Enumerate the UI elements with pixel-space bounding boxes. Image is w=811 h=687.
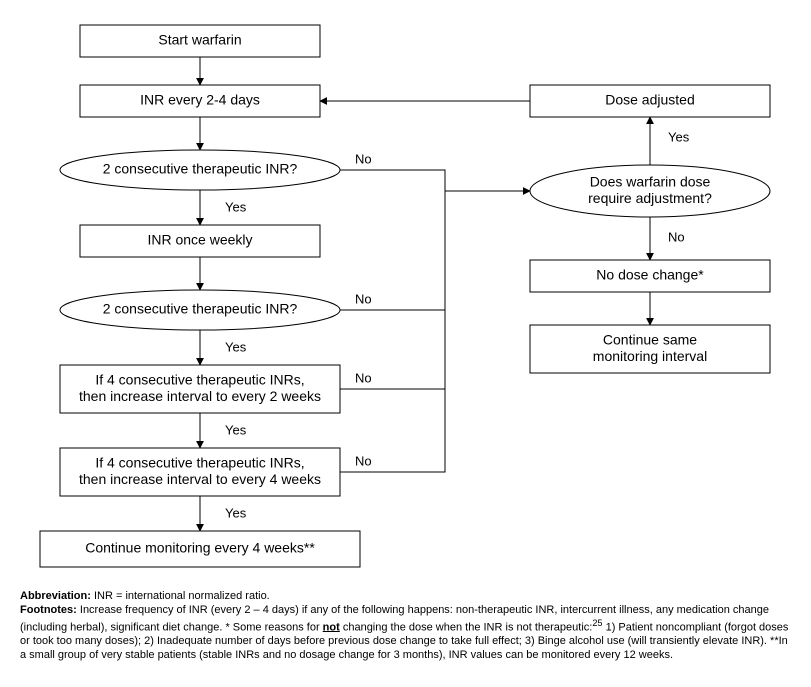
node-text: INR once weekly <box>147 232 252 248</box>
node-text: Dose adjusted <box>605 92 695 108</box>
node-text: require adjustment? <box>588 190 712 206</box>
node-text: INR every 2-4 days <box>140 92 260 108</box>
node-text: 2 consecutive therapeutic INR? <box>103 161 298 177</box>
node-if4a: If 4 consecutive therapeutic INRs,then i… <box>60 365 340 413</box>
edge-label: Yes <box>225 339 247 354</box>
edge-label: No <box>355 151 372 166</box>
edge-label: No <box>355 291 372 306</box>
foot-not: not <box>323 621 340 633</box>
node-text: Continue monitoring every 4 weeks** <box>85 540 315 556</box>
node-text: No dose change* <box>596 267 704 283</box>
node-text: then increase interval to every 4 weeks <box>79 471 321 487</box>
nodes: Start warfarin INR every 2-4 days 2 consec… <box>40 25 770 567</box>
node-text: then increase interval to every 2 weeks <box>79 388 321 404</box>
edge <box>340 191 445 472</box>
node-doseadj: Dose adjusted <box>530 85 770 117</box>
edge-label: No <box>355 453 372 468</box>
node-text: Continue same <box>603 332 697 348</box>
edge-label: Yes <box>225 422 247 437</box>
edge <box>340 191 445 389</box>
node-text: If 4 consecutive therapeutic INRs, <box>95 455 304 471</box>
node-cont4w: Continue monitoring every 4 weeks** <box>40 531 360 567</box>
node-text: monitoring interval <box>593 348 707 364</box>
edge-label: No <box>355 370 372 385</box>
flowchart: Yes Yes Yes Yes No No No No Yes No Start warfarin I… <box>20 20 811 590</box>
node-qadj: Does warfarin doserequire adjustment? <box>530 165 770 217</box>
node-q2: 2 consecutive therapeutic INR? <box>60 290 340 330</box>
node-text: 2 consecutive therapeutic INR? <box>103 301 298 317</box>
node-contsame: Continue samemonitoring interval <box>530 325 770 373</box>
footnotes: Abbreviation: INR = international normal… <box>20 590 791 662</box>
node-text: Start warfarin <box>158 32 241 48</box>
edge-label: Yes <box>225 199 247 214</box>
node-nochange: No dose change* <box>530 260 770 292</box>
edge-label: No <box>668 229 685 244</box>
node-start: Start warfarin <box>80 25 320 57</box>
foot-label: Footnotes: <box>20 604 77 616</box>
edge-label: Yes <box>668 129 690 144</box>
edge <box>340 170 530 191</box>
foot-b: changing the dose when the INR is not th… <box>340 621 593 633</box>
abbr-label: Abbreviation: <box>20 590 91 602</box>
edge-label: Yes <box>225 505 247 520</box>
node-inr24: INR every 2-4 days <box>80 85 320 117</box>
node-q1: 2 consecutive therapeutic INR? <box>60 150 340 190</box>
node-text: Does warfarin dose <box>590 174 711 190</box>
abbr-text: INR = international normalized ratio. <box>91 590 270 602</box>
foot-sup: 25 <box>592 618 602 628</box>
node-if4b: If 4 consecutive therapeutic INRs,then i… <box>60 448 340 496</box>
node-weekly: INR once weekly <box>80 225 320 257</box>
node-text: If 4 consecutive therapeutic INRs, <box>95 372 304 388</box>
